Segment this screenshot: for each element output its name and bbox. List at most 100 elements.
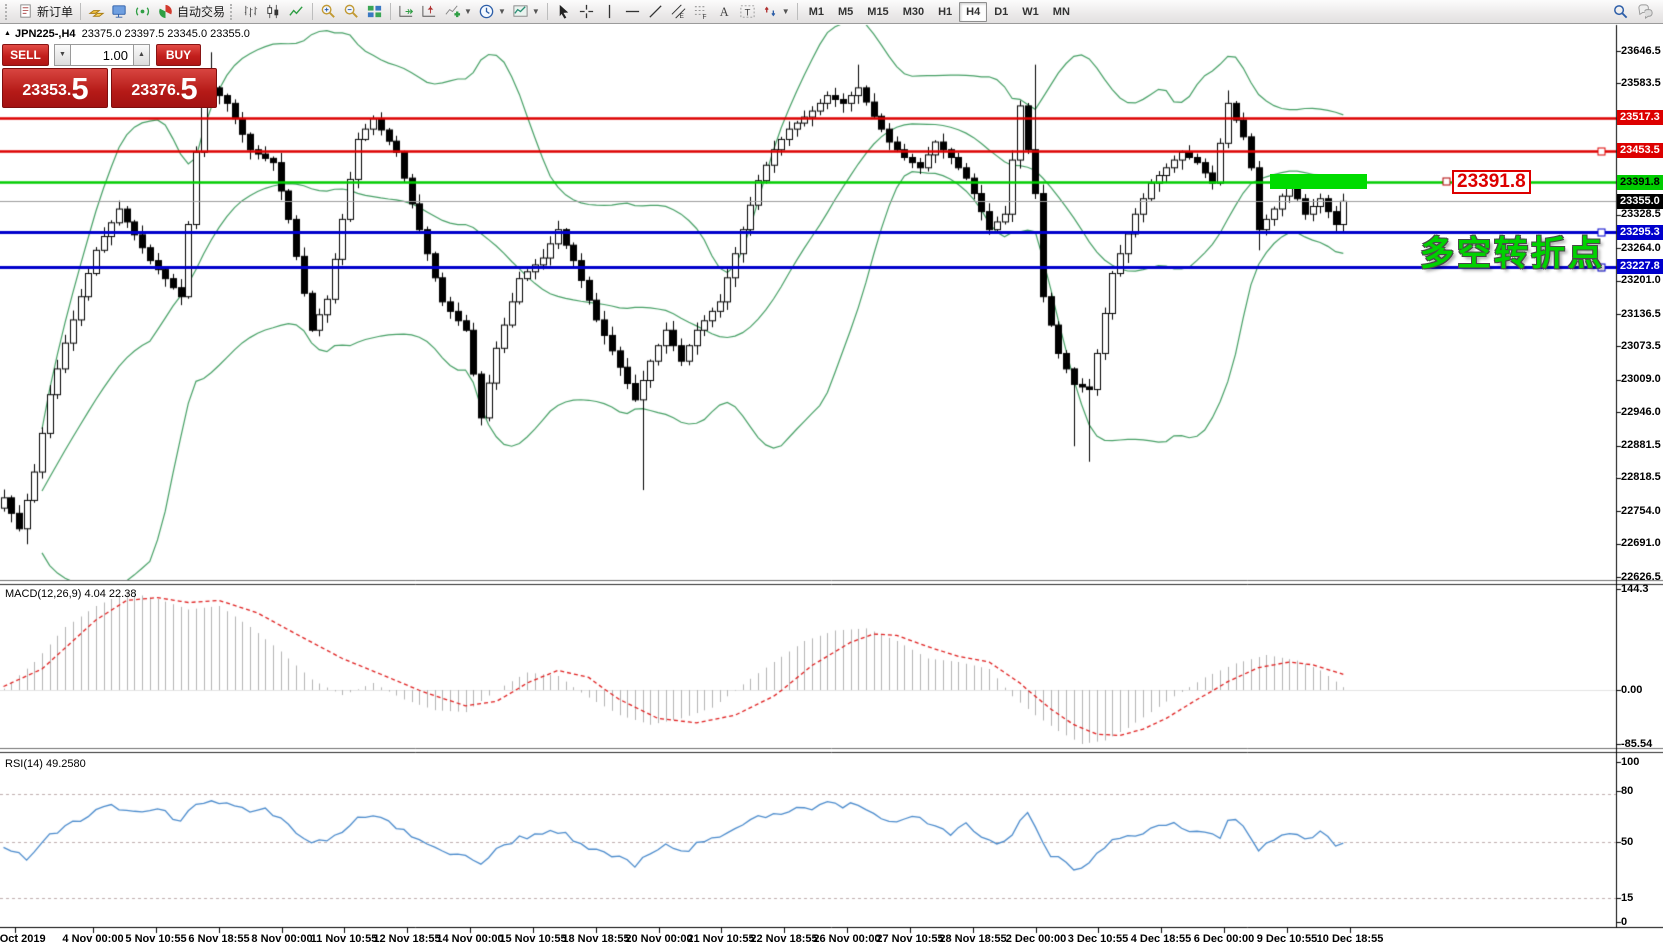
timeframe-d1[interactable]: D1 [994,5,1009,18]
price-callout-label[interactable]: 23391.8 [1452,170,1531,194]
time-tick-label: 22 Nov 18:55 [750,933,818,945]
chevron-down-icon: ▼ [464,7,472,16]
time-tick-label: 26 Nov 00:00 [813,933,881,945]
indicators-button[interactable]: ▼ [441,2,475,22]
chevron-down-icon: ▼ [781,7,790,16]
new-order-button[interactable]: 新订单 [14,2,76,22]
chat-icon[interactable] [1637,3,1654,20]
price-tick-label: 23328.5 [1621,208,1661,221]
price-tick-label: 22626.5 [1621,570,1661,583]
buy-price-panel[interactable]: 23376. 5 [111,68,217,108]
trendline-tool-button[interactable] [644,2,667,22]
rsi-tick-label: 15 [1621,891,1634,904]
toolbar-grip[interactable] [5,3,10,20]
sell-price: 23353. [22,82,72,99]
price-line-badge: 23453.5 [1617,143,1663,159]
chevron-down-icon: ▼ [497,7,506,16]
timeframe-w1[interactable]: W1 [1022,5,1039,18]
rsi-tick-label: 100 [1621,755,1640,768]
separator [546,3,548,20]
time-tick-label: 2 Dec 00:00 [1005,933,1067,945]
macd-indicator-label: MACD(12,26,9) 4.04 22.38 [5,588,137,600]
timeframe-h4[interactable]: H4 [959,1,988,22]
signal-icon [135,7,150,16]
time-tick-label: 27 Nov 10:55 [876,933,944,945]
sell-button[interactable]: SELL [2,44,49,66]
time-tick-label: 3 Dec 10:55 [1067,933,1129,945]
search-icon[interactable] [1612,3,1629,20]
price-tick-label: 23073.5 [1621,339,1661,352]
chevron-down-icon: ▼ [531,7,540,16]
toolbar-grip[interactable] [230,3,235,20]
clock-icon [479,4,494,19]
volume-decrease-button[interactable]: ▼ [54,44,71,66]
zoom-out-button[interactable] [340,2,363,22]
price-tick-label: 22818.5 [1621,471,1661,484]
timeframe-h1[interactable]: H1 [938,5,953,18]
auto-trading-button[interactable]: 自动交易 [154,2,228,22]
highlight-zone-rectangle[interactable] [1270,174,1367,189]
tile-windows-button[interactable] [363,2,386,22]
fibonacci-icon: F [694,6,706,20]
rsi-tick-label: 0 [1621,915,1628,928]
periods-button[interactable]: ▼ [475,2,509,22]
price-tick-label: 23583.5 [1621,76,1661,89]
new-order-label: 新订单 [37,5,74,19]
rsi-indicator-label: RSI(14) 49.2580 [5,758,86,770]
rsi-tick-label: 50 [1621,835,1634,848]
template-icon [513,5,528,17]
time-tick-label: 4 Dec 18:55 [1130,933,1192,945]
arrows-tool-button[interactable]: ▼ [759,2,793,22]
text-label-tool-button[interactable]: T [736,2,759,22]
timeframe-m30[interactable]: M30 [902,5,925,18]
price-tick-label: 23009.0 [1621,373,1661,386]
auto-scroll-button[interactable] [395,2,418,22]
price-tick-label: 23264.0 [1621,241,1661,254]
buy-price-big-digit: 5 [180,71,197,106]
indicators-icon [445,5,461,18]
time-tick-label: 31 Oct 2019 [0,933,46,945]
text-tool-button[interactable]: A [713,2,736,22]
fibonacci-tool-button[interactable]: F [690,2,713,22]
svg-text:T: T [744,7,750,18]
candlestick-chart-button[interactable] [262,2,285,22]
bar-chart-button[interactable] [239,2,262,22]
one-click-collapse-arrow[interactable]: ▲ [4,30,11,37]
chart-shift-button[interactable] [418,2,441,22]
timeframe-m5[interactable]: M5 [838,5,854,18]
toolbar: 新订单 自动交易 [0,0,1663,24]
equidistant-channel-icon: E [671,4,686,20]
signals-button[interactable] [131,2,154,22]
svg-text:A: A [720,5,729,19]
auto-trading-label: 自动交易 [177,5,226,19]
time-tick-label: 11 Nov 10:55 [310,933,378,945]
channel-tool-button[interactable]: E [667,2,690,22]
timeframe-m1[interactable]: M1 [808,5,824,18]
sell-price-panel[interactable]: 23353. 5 [2,68,108,108]
volume-input[interactable] [71,44,133,66]
zoom-in-button[interactable] [317,2,340,22]
candlestick-icon [267,4,279,19]
zoom-in-icon [321,4,335,18]
timeframe-mn[interactable]: MN [1052,5,1070,18]
templates-button[interactable]: ▼ [509,2,543,22]
buy-button[interactable]: BUY [156,44,201,66]
line-chart-button[interactable] [285,2,308,22]
time-tick-label: 18 Nov 18:55 [562,933,630,945]
trendline-icon [649,5,662,18]
time-tick-label: 28 Nov 18:55 [939,933,1007,945]
cursor-tool-button[interactable] [552,2,575,22]
price-line-badge: 23227.8 [1617,259,1663,275]
chinese-annotation-text[interactable]: 多空转折点 [1420,235,1605,273]
market-watch-button[interactable] [85,2,108,22]
terminal-button[interactable] [108,2,131,22]
one-click-trading-panel: SELL ▼ ▲ BUY 23353.5 23376.5 [2,44,234,108]
arrows-icon [764,6,776,17]
vertical-line-tool-button[interactable] [598,2,621,22]
horizontal-line-tool-button[interactable] [621,2,644,22]
buy-price: 23376. [131,82,181,99]
timeframe-m15[interactable]: M15 [867,5,889,18]
crosshair-tool-button[interactable] [575,2,598,22]
volume-increase-button[interactable]: ▲ [133,44,150,66]
